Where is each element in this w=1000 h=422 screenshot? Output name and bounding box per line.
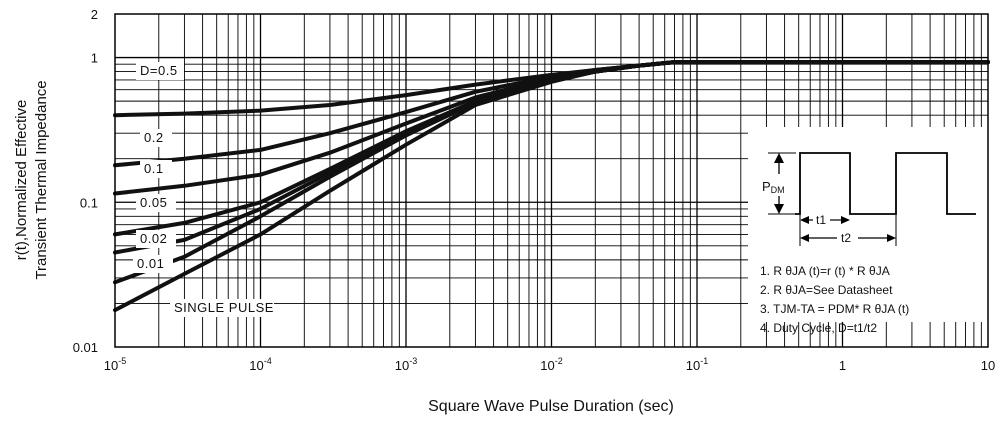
x-tick-label-4: 10-1 [686,356,708,373]
inset-note-2: 2. R θJA=See Datasheet [760,283,893,297]
series-label-4: 0.02 [140,231,167,246]
inset-note-4: 4. Duty Cycle, D=t1/t2 [760,321,877,335]
inset-background [748,127,988,322]
x-tick-label-3: 10-2 [540,356,562,373]
x-axis-ticks: 10-5 10-4 10-3 10-2 10-1 1 10 [104,356,995,373]
y-axis-label-line1: r(t),Normalized Effective [13,100,30,261]
pdm-arrow-up-head [774,153,784,163]
t1-arrow-left-head [800,216,809,224]
pdm-arrow-down-head [774,204,784,214]
series-line-6 [113,60,990,313]
y-tick-label-1: 1 [91,51,98,66]
pulse-waveform [795,152,976,215]
x-tick-label-0: 10-5 [104,356,126,373]
inset-note-3: 3. TJM-TA = PDM* R θJA (t) [760,302,909,316]
series-label-bg-3 [136,194,176,212]
x-tick-label-1: 10-4 [249,356,271,373]
series-label-1: 0.2 [144,130,164,145]
series-label-bg-5 [133,255,173,273]
series-label-bg-4 [136,230,176,248]
curve-layer [113,60,990,313]
x-tick-label-5: 1 [839,358,846,373]
y-axis-ticks: 2 1 0.1 0.01 [73,7,98,355]
x-tick-label-6: 10 [981,358,995,373]
plot-frame [114,13,989,348]
series-label-0: D=0.5 [140,63,178,78]
series-label-2: 0.1 [144,161,164,176]
curve-label-layer: D=0.5 0.2 0.1 0.05 0.02 0.01 SINGLE PULSE [133,62,274,317]
t2-arrow-right-head [887,234,896,242]
t1-label: t1 [816,213,826,227]
series-label-bg-1 [140,129,172,147]
series-label-bg-2 [140,160,172,178]
series-label-bg-6 [170,299,274,317]
t2-arrow-left-head [800,234,809,242]
y-tick-label-2: 0.1 [80,195,98,210]
y-axis-label-line2: Transient Thermal Impedance [33,80,50,279]
inset-note-1: 1. R θJA (t)=r (t) * R θJA [760,264,890,278]
inset-waveform [768,152,976,246]
inset-panel: PDM t1 t2 1. R θJA (t)=r (t) * R θJA 2. … [748,127,988,335]
series-label-5: 0.01 [137,256,164,271]
y-tick-label-3: 0.01 [73,340,98,355]
pdm-label: PDM [762,179,785,195]
series-label-3: 0.05 [140,195,167,210]
series-label-6: SINGLE PULSE [174,300,274,315]
y-tick-label-0: 2 [91,7,98,22]
t1-arrow-right-head [841,216,850,224]
x-axis-label: Square Wave Pulse Duration (sec) [428,398,674,415]
series-label-bg-0 [136,62,184,80]
x-tick-label-2: 10-3 [395,356,417,373]
t2-label: t2 [841,231,851,245]
